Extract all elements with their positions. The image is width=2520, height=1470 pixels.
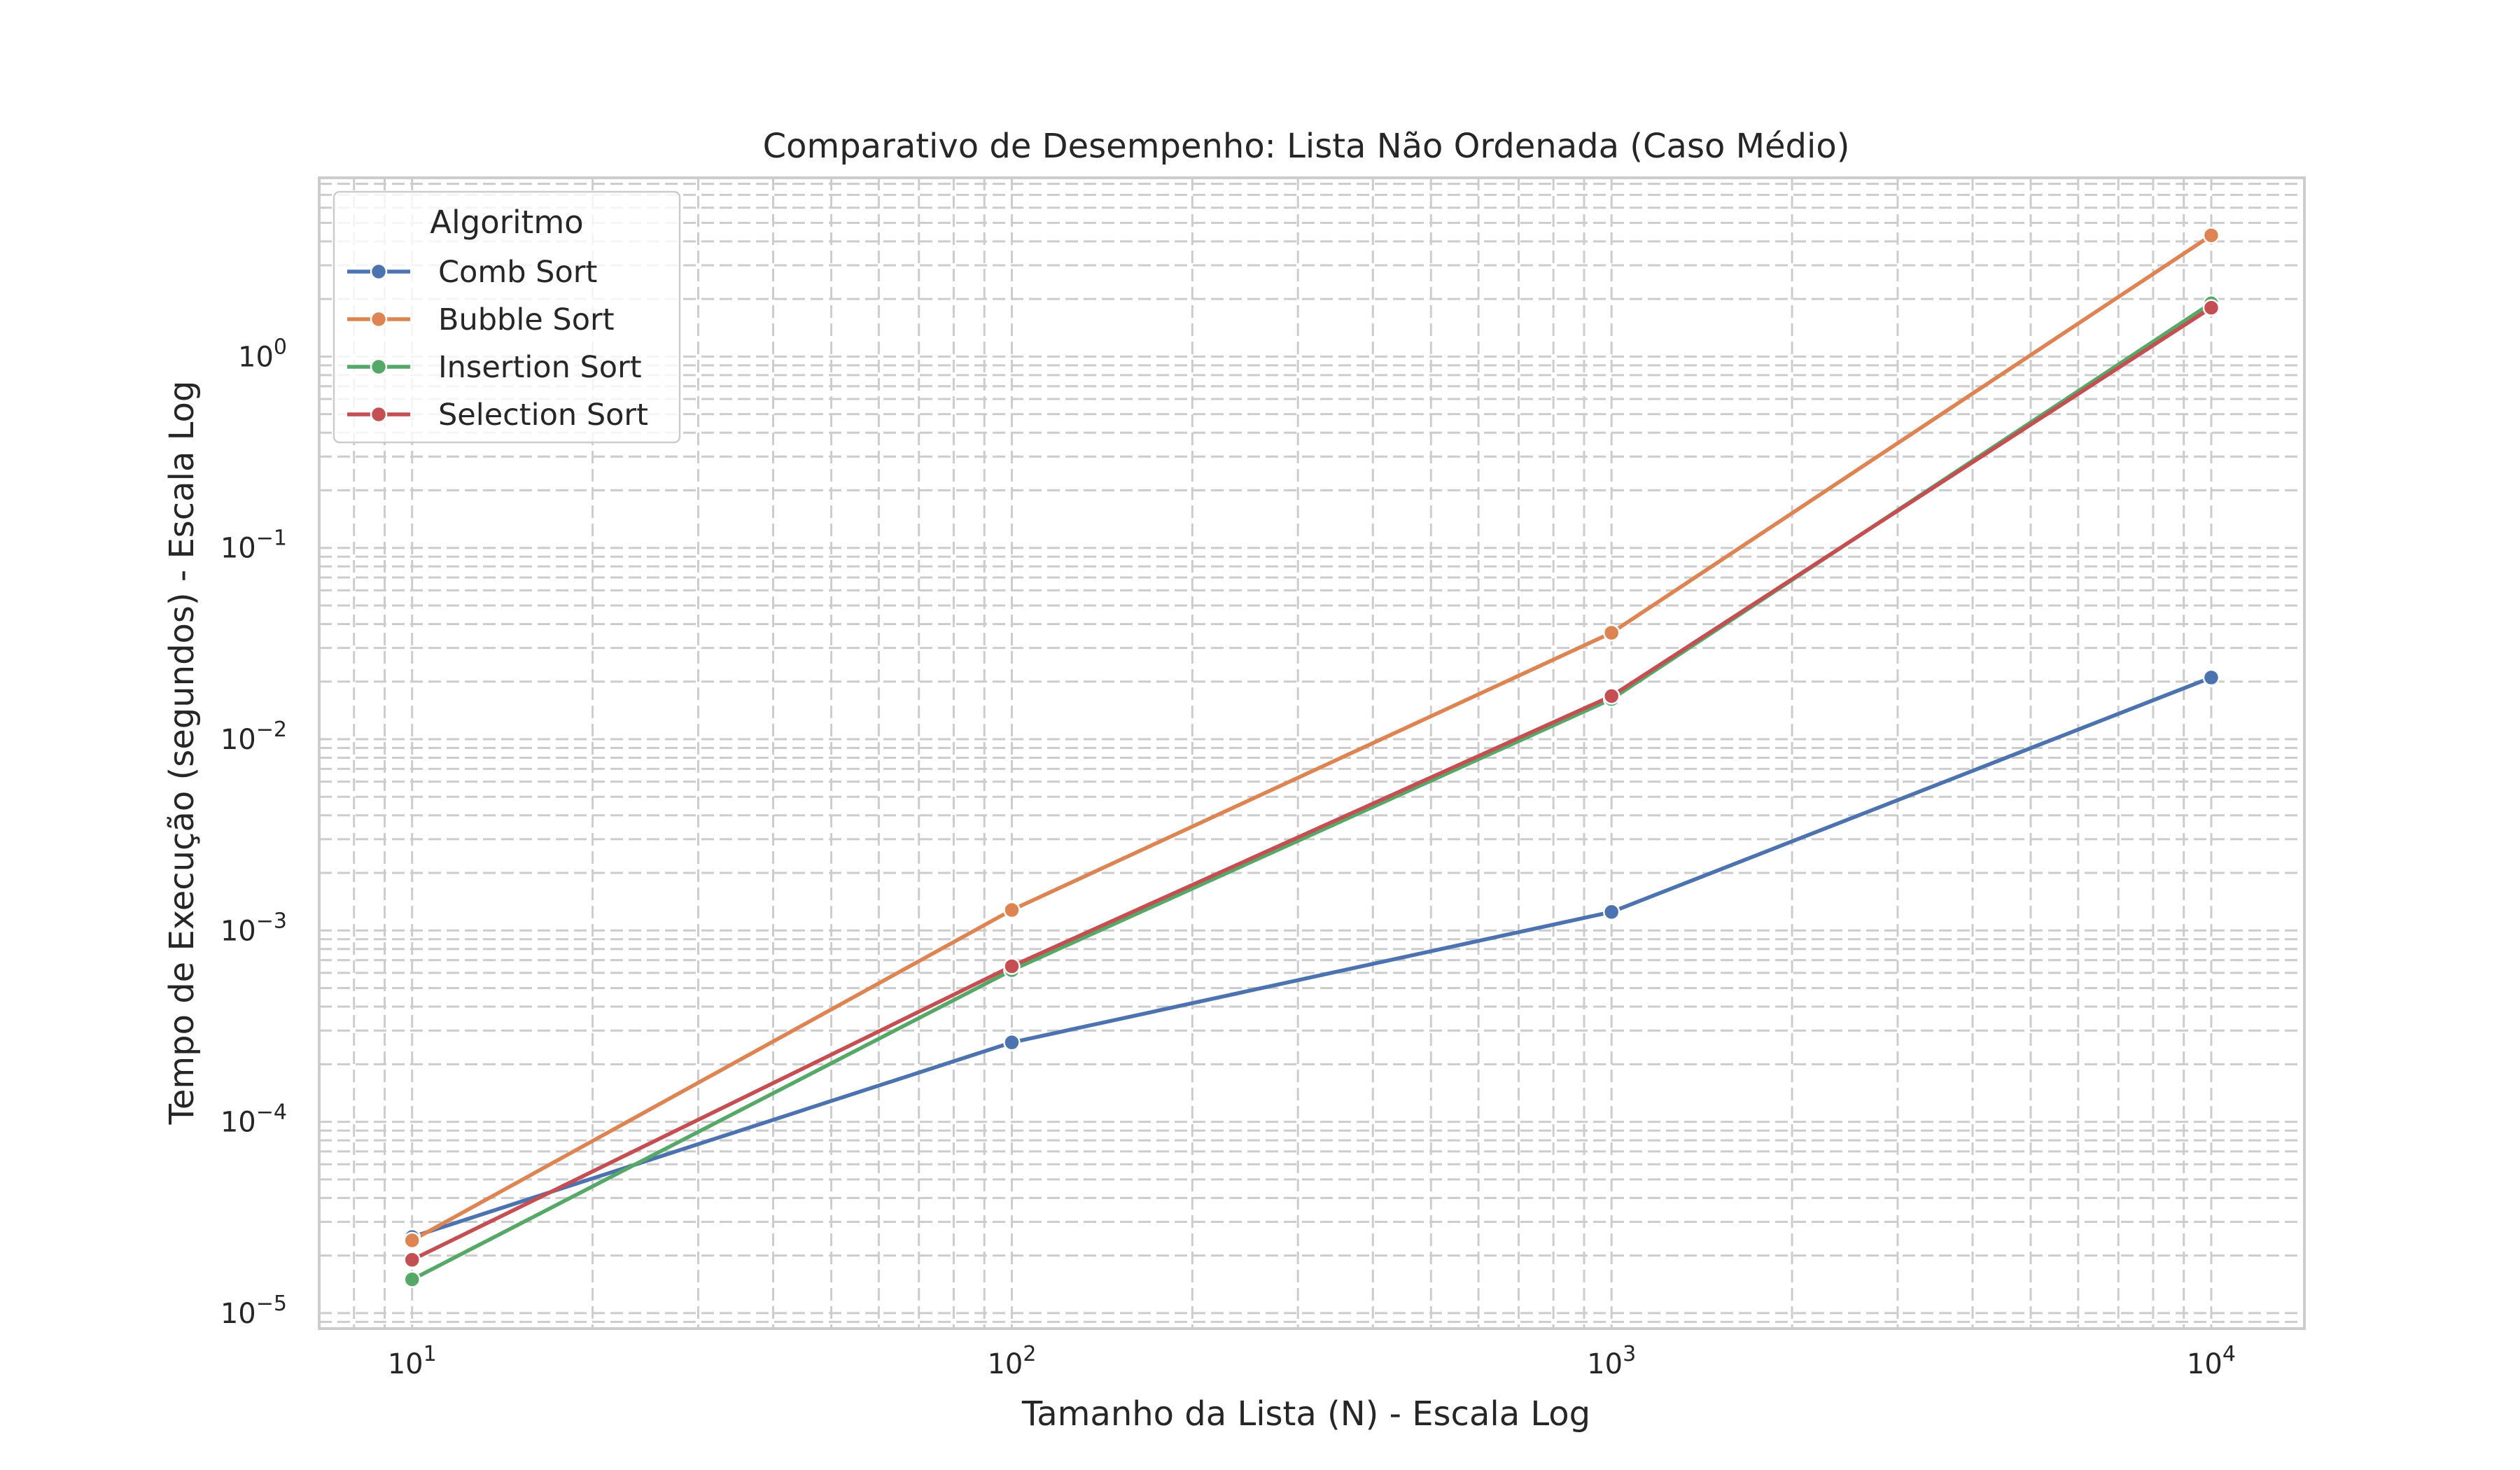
legend-label: Comb Sort (438, 255, 597, 290)
plot-frame (318, 176, 2306, 1330)
legend-box (332, 190, 681, 444)
legend-label: Selection Sort (438, 398, 648, 433)
x-tick-label: 101 (388, 1342, 437, 1380)
legend-marker-swatch (370, 310, 388, 328)
x-tick-label: 104 (2187, 1342, 2236, 1380)
data-point-insertion-sort (403, 1270, 421, 1289)
data-point-comb-sort (2202, 668, 2220, 687)
data-point-comb-sort (1602, 903, 1620, 921)
legend: Algoritmo Comb Sort Bubble Sort Insertion … (332, 190, 681, 444)
y-axis-label: Tempo de Execução (segundos) - Escala Lo… (162, 381, 202, 1126)
y-tick-label: 10−5 (220, 1292, 287, 1330)
y-tick-label: 10−3 (220, 909, 287, 947)
legend-entry: Comb Sort (347, 255, 597, 290)
data-point-comb-sort (1003, 1033, 1021, 1051)
legend-entries: Comb Sort Bubble Sort Insertion Sort Select… (347, 255, 648, 433)
grid (318, 178, 2304, 1329)
legend-entry: Insertion Sort (347, 350, 642, 385)
x-axis-ticks: 101 102 103 104 (388, 1342, 2236, 1380)
series-line-selection-sort (410, 305, 2213, 1262)
series-line-bubble-sort (410, 233, 2213, 1242)
x-tick-label: 103 (1587, 1342, 1636, 1380)
x-axis-label: Tamanho da Lista (N) - Escala Log (1021, 1394, 1590, 1434)
y-tick-label: 10−2 (220, 718, 287, 756)
data-point-bubble-sort (2202, 227, 2220, 244)
y-axis-ticks: 10−5 10−4 10−3 10−2 10−1 100 (220, 335, 287, 1329)
legend-marker-swatch (370, 405, 388, 424)
legend-marker-swatch (370, 358, 388, 376)
series-line-comb-sort (410, 676, 2213, 1239)
legend-title: Algoritmo (430, 204, 583, 241)
y-tick-label: 10−1 (220, 526, 287, 565)
legend-label: Bubble Sort (438, 302, 615, 337)
y-tick-label: 100 (238, 335, 287, 373)
legend-entry: Selection Sort (347, 398, 648, 433)
legend-entry: Bubble Sort (347, 302, 615, 337)
data-point-selection-sort (1003, 958, 1021, 975)
x-tick-label: 102 (987, 1342, 1036, 1380)
chart-title: Comparativo de Desempenho: Lista Não Ord… (763, 127, 1850, 166)
data-point-selection-sort (2202, 299, 2220, 316)
data-point-bubble-sort (1602, 624, 1620, 642)
legend-label: Insertion Sort (438, 350, 642, 385)
series-markers (403, 227, 2220, 1289)
data-point-selection-sort (403, 1251, 421, 1268)
data-point-bubble-sort (403, 1231, 421, 1250)
data-point-selection-sort (1602, 687, 1620, 705)
y-tick-label: 10−4 (220, 1100, 287, 1139)
series-lines (410, 233, 2213, 1282)
legend-marker-swatch (370, 262, 388, 281)
data-point-bubble-sort (1003, 901, 1021, 919)
